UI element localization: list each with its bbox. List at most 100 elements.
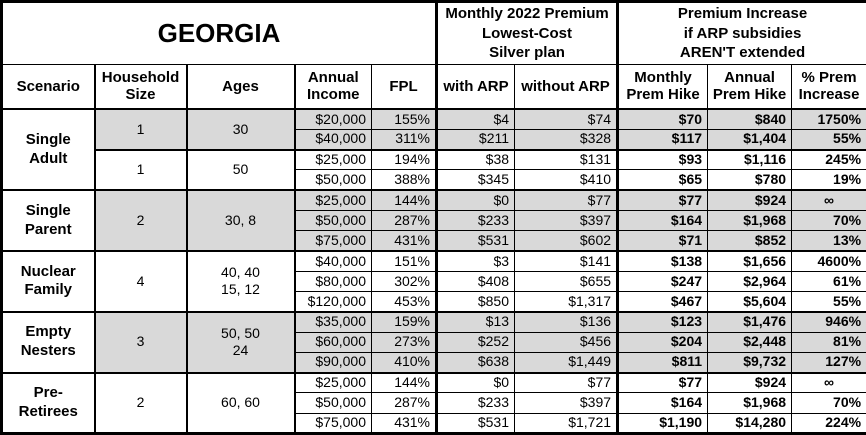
col-header-without-arp: without ARP [514, 63, 620, 110]
annual-income-cell: $25,000 [294, 371, 372, 394]
annual-income-cell: $80,000 [294, 270, 372, 293]
annual-income-cell: $50,000 [294, 209, 372, 232]
with-arp-cell: $531 [436, 412, 516, 435]
fpl-cell: 151% [370, 249, 439, 272]
monthly-hike-cell: $247 [617, 270, 709, 293]
with-arp-cell: $638 [436, 351, 516, 374]
table-row: $50,000 287% $233 $397 $164 $1,968 70% [2, 209, 866, 232]
annual-hike-cell: $1,968 [707, 392, 793, 414]
with-arp-cell: $13 [436, 310, 516, 333]
without-arp-cell: $77 [514, 189, 620, 211]
annual-income-cell: $60,000 [294, 331, 372, 353]
col-header-annual-hike: Annual Prem Hike [707, 63, 793, 110]
annual-hike-cell: $924 [707, 371, 793, 394]
annual-income-cell: $120,000 [294, 290, 372, 313]
annual-income-cell: $75,000 [294, 412, 372, 435]
household-size-cell: 2 [94, 189, 188, 252]
pct-increase-cell: ∞ [791, 189, 866, 211]
col-header-household-size: Household Size [94, 63, 188, 110]
with-arp-cell: $211 [436, 128, 516, 151]
household-size-cell: 1 [94, 108, 188, 151]
scenario-cell-nuclear-family: Nuclear Family [1, 249, 96, 313]
ages-cell: 60, 60 [186, 371, 296, 434]
annual-hike-cell: $840 [707, 108, 793, 130]
annual-income-cell: $25,000 [294, 148, 372, 171]
with-arp-cell: $3 [436, 249, 516, 272]
annual-hike-cell: $924 [707, 189, 793, 211]
household-size-cell: 4 [94, 249, 188, 313]
table-row: $75,000 431% $531 $1,721 $1,190 $14,280 … [2, 412, 866, 435]
col-header-scenario: Scenario [1, 63, 96, 110]
household-size-cell: 3 [94, 310, 188, 374]
col-header-annual-income: Annual Income [294, 63, 372, 110]
annual-hike-cell: $1,116 [707, 148, 793, 171]
pct-increase-cell: 13% [791, 230, 866, 252]
with-arp-cell: $345 [436, 169, 516, 191]
without-arp-cell: $131 [514, 148, 620, 171]
col-header-with-arp: with ARP [436, 63, 516, 110]
pct-increase-cell: 245% [791, 148, 866, 171]
without-arp-cell: $602 [514, 230, 620, 252]
annual-hike-cell: $9,732 [707, 351, 793, 374]
with-arp-cell: $252 [436, 331, 516, 353]
pct-increase-cell: 4600% [791, 249, 866, 272]
annual-income-cell: $40,000 [294, 128, 372, 151]
table-row: Single Parent 2 30, 8 $25,000 144% $0 $7… [1, 189, 866, 252]
annual-hike-cell: $780 [707, 169, 793, 191]
table-row: $50,000 388% $345 $410 $65 $780 19% [2, 169, 866, 191]
scenario-cell-pre-retirees: Pre- Retirees [1, 371, 96, 434]
with-arp-cell: $408 [436, 270, 516, 293]
fpl-cell: 159% [370, 310, 439, 333]
monthly-hike-cell: $65 [617, 169, 709, 191]
fpl-cell: 287% [370, 392, 439, 414]
annual-hike-cell: $1,404 [707, 128, 793, 151]
fpl-cell: 194% [370, 148, 439, 171]
without-arp-cell: $74 [514, 108, 620, 130]
table-row: $80,000 302% $408 $655 $247 $2,964 61% [2, 270, 866, 293]
annual-hike-cell: $852 [707, 230, 793, 252]
table-row: $75,000 431% $531 $602 $71 $852 13% [2, 230, 866, 252]
without-arp-cell: $1,449 [514, 351, 620, 374]
monthly-hike-cell: $164 [617, 392, 709, 414]
with-arp-cell: $38 [436, 148, 516, 171]
monthly-hike-cell: $467 [617, 290, 709, 313]
monthly-hike-cell: $70 [617, 108, 709, 130]
with-arp-cell: $233 [436, 209, 516, 232]
annual-hike-cell: $1,476 [707, 310, 793, 333]
pct-increase-cell: 61% [791, 270, 866, 293]
column-header-row: Scenario Household Size Ages Annual Inco… [1, 63, 866, 110]
with-arp-cell: $531 [436, 230, 516, 252]
table-row: $50,000 287% $233 $397 $164 $1,968 70% [2, 392, 866, 414]
col-header-ages: Ages [186, 63, 296, 110]
fpl-cell: 273% [370, 331, 439, 353]
pct-increase-cell: 1750% [791, 108, 866, 130]
without-arp-cell: $410 [514, 169, 620, 191]
ages-cell: 30, 8 [186, 189, 296, 252]
table-row: Empty Nesters 3 50, 50 24 $35,000 159% $… [1, 310, 866, 374]
monthly-hike-cell: $138 [617, 249, 709, 272]
col-header-fpl: FPL [370, 63, 439, 110]
with-arp-cell: $0 [436, 189, 516, 211]
without-arp-cell: $397 [514, 392, 620, 414]
fpl-cell: 311% [370, 128, 439, 151]
without-arp-cell: $328 [514, 128, 620, 151]
table-row: $40,000 311% $211 $328 $117 $1,404 55% [2, 128, 866, 151]
fpl-cell: 302% [370, 270, 439, 293]
monthly-hike-cell: $1,190 [617, 412, 709, 435]
monthly-hike-cell: $123 [617, 310, 709, 333]
without-arp-cell: $397 [514, 209, 620, 232]
monthly-hike-cell: $164 [617, 209, 709, 232]
scenario-cell-single-parent: Single Parent [1, 189, 96, 252]
annual-income-cell: $50,000 [294, 392, 372, 414]
fpl-cell: 144% [370, 371, 439, 394]
table-row: $90,000 410% $638 $1,449 $811 $9,732 127… [2, 351, 866, 374]
pct-increase-cell: ∞ [791, 371, 866, 394]
household-size-cell: 2 [94, 371, 188, 434]
annual-hike-cell: $14,280 [707, 412, 793, 435]
table-row: Nuclear Family 4 40, 40 15, 12 $40,000 1… [1, 249, 866, 313]
annual-hike-cell: $2,448 [707, 331, 793, 353]
monthly-hike-cell: $117 [617, 128, 709, 151]
fpl-cell: 453% [370, 290, 439, 313]
with-arp-cell: $4 [436, 108, 516, 130]
